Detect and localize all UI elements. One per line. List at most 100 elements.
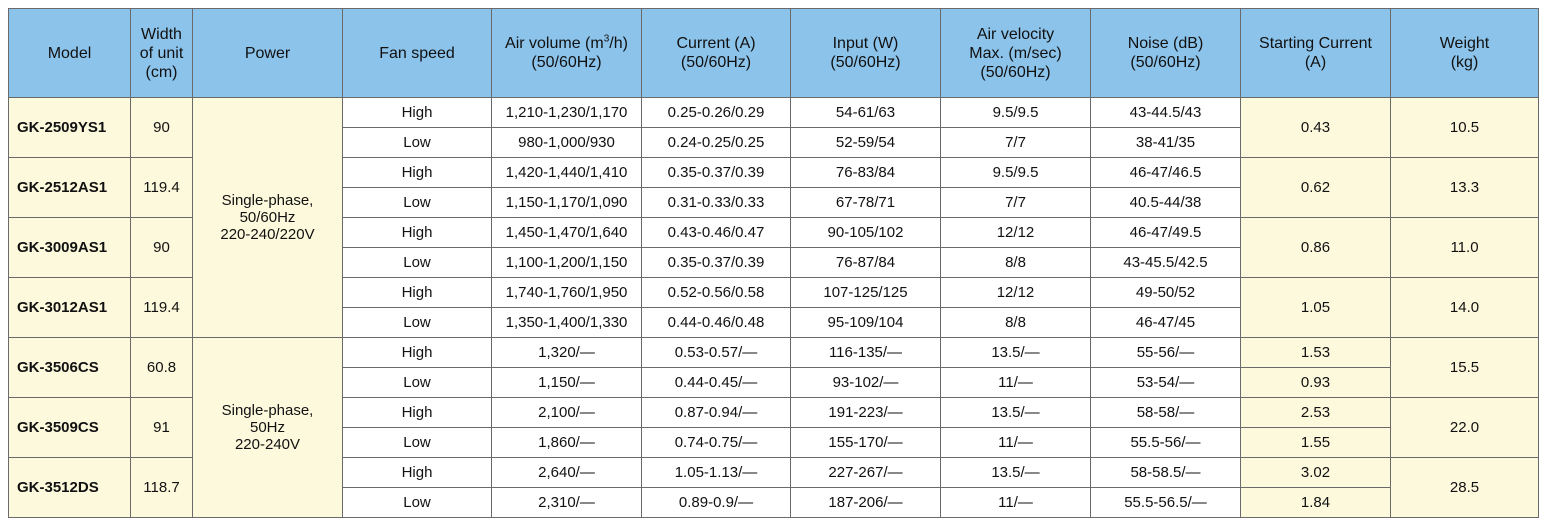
value-cell: 95-109/104	[790, 307, 941, 338]
value-cell: 7/7	[940, 187, 1091, 218]
power-text: 220-240V	[234, 436, 301, 453]
model-cell: GK-3012AS1	[8, 277, 131, 338]
header-cell: Power	[192, 8, 343, 98]
fan-speed-cell: Low	[342, 427, 492, 458]
model-cell: GK-3506CS	[8, 337, 131, 398]
fan-speed-cell: Low	[342, 247, 492, 278]
header-text: (cm)	[145, 63, 178, 81]
value-cell: 8/8	[940, 307, 1091, 338]
value-cell: 43-44.5/43	[1090, 97, 1241, 128]
value-cell: 11/—	[940, 427, 1091, 458]
value-cell: 38-41/35	[1090, 127, 1241, 158]
value-cell: 90-105/102	[790, 217, 941, 248]
value-cell: 0.44-0.45/—	[641, 367, 791, 398]
value-cell: 13.5/—	[940, 337, 1091, 368]
fan-speed-cell: High	[342, 337, 492, 368]
value-cell: 7/7	[940, 127, 1091, 158]
header-cell: Starting Current (A)	[1240, 8, 1391, 98]
value-cell: 0.24-0.25/0.25	[641, 127, 791, 158]
header-cell: Model	[8, 8, 131, 98]
header-text: Fan speed	[379, 44, 455, 62]
table-row: Low 1,350-1,400/1,330 0.44-0.46/0.48 95-109…	[9, 307, 1539, 338]
value-cell: 76-87/84	[790, 247, 941, 278]
table-row: Low 1,100-1,200/1,150 0.35-0.37/0.39 76-87/…	[9, 247, 1539, 278]
starting-current-cell: 2.53	[1240, 397, 1391, 428]
value-cell: 187-206/—	[790, 487, 941, 518]
table-row: GK-3012AS1 119.4 High 1,740-1,760/1,950 0.52…	[8, 277, 1539, 338]
starting-current-cell: 0.86	[1240, 217, 1391, 278]
table-row: GK-2509YS1 90 Single-phase, 50/60Hz 220-240/…	[8, 97, 1539, 338]
header-text: (50/60Hz)	[980, 63, 1051, 81]
value-cell: 2,100/—	[491, 397, 642, 428]
width-cell: 118.7	[130, 457, 193, 518]
value-cell: 0.74-0.75/—	[641, 427, 791, 458]
value-cell: 49-50/52	[1090, 277, 1241, 308]
value-cell: 155-170/—	[790, 427, 941, 458]
value-cell: 0.35-0.37/0.39	[641, 247, 791, 278]
header-text: (50/60Hz)	[830, 54, 901, 71]
value-cell: 54-61/63	[790, 97, 941, 128]
fan-speed-cell: High	[342, 457, 492, 488]
table-row: GK-3009AS1 90 High 1,450-1,470/1,640 0.43-0.…	[8, 217, 1539, 278]
header-text: /h)	[609, 35, 628, 52]
starting-current-cell: 0.93	[1240, 367, 1391, 398]
value-cell: 46-47/45	[1090, 307, 1241, 338]
header-text: Current (A)	[676, 35, 756, 52]
value-cell: 9.5/9.5	[940, 157, 1091, 188]
header-text: of unit	[139, 44, 184, 62]
value-cell: 46-47/49.5	[1090, 217, 1241, 248]
starting-current-cell: 1.53	[1240, 337, 1391, 368]
value-cell: 1,450-1,470/1,640	[491, 217, 642, 248]
power-text: 50/60Hz	[239, 209, 296, 226]
spec-table: Model Width of unit (cm) Power Fan speed Air v…	[8, 8, 1539, 518]
model-cell: GK-2512AS1	[8, 157, 131, 218]
value-cell: 11/—	[940, 487, 1091, 518]
value-cell: 52-59/54	[790, 127, 941, 158]
width-cell: 91	[130, 397, 193, 458]
value-cell: 55-56/—	[1090, 337, 1241, 368]
starting-current-cell: 1.55	[1240, 427, 1391, 458]
header-text: (50/60Hz)	[531, 54, 602, 71]
value-cell: 116-135/—	[790, 337, 941, 368]
value-cell: 980-1,000/930	[491, 127, 642, 158]
starting-current-cell: 1.84	[1240, 487, 1391, 518]
value-cell: 1,860/—	[491, 427, 642, 458]
fan-speed-cell: Low	[342, 307, 492, 338]
table-row: GK-3512DS 118.7 High 2,640/— 1.05-1.13/— 227-…	[8, 457, 1539, 518]
header-text: (50/60Hz)	[680, 54, 752, 71]
width-cell: 119.4	[130, 277, 193, 338]
table-row: Low 2,310/— 0.89-0.9/— 187-206/— 11/— 55.5-56…	[9, 487, 1539, 518]
value-cell: 46-47/46.5	[1090, 157, 1241, 188]
header-cell: Air velocity Max. (m/sec) (50/60Hz)	[940, 8, 1091, 98]
value-cell: 93-102/—	[790, 367, 941, 398]
model-cell: GK-3509CS	[8, 397, 131, 458]
header-cell: Weight (kg)	[1390, 8, 1539, 98]
header-text: Air velocity	[976, 25, 1055, 43]
value-cell: 12/12	[940, 217, 1091, 248]
value-cell: 76-83/84	[790, 157, 941, 188]
header-text: Noise (dB)	[1127, 35, 1204, 52]
table-row: GK-2512AS1 119.4 High 1,420-1,440/1,410 0.35…	[8, 157, 1539, 218]
table-row: Low 980-1,000/930 0.24-0.25/0.25 52-59/54 7/…	[9, 127, 1539, 158]
value-cell: 13.5/—	[940, 457, 1091, 488]
value-cell: 0.25-0.26/0.29	[641, 97, 791, 128]
value-cell: 0.31-0.33/0.33	[641, 187, 791, 218]
value-cell: 1,150/—	[491, 367, 642, 398]
value-cell: 2,640/—	[491, 457, 642, 488]
value-cell: 0.35-0.37/0.39	[641, 157, 791, 188]
power-text: 220-240/220V	[220, 226, 315, 243]
header-text: Width	[141, 25, 182, 43]
weight-cell: 22.0	[1390, 397, 1539, 458]
starting-current-cell: 3.02	[1240, 457, 1391, 488]
value-cell: 1,320/—	[491, 337, 642, 368]
value-cell: 2,310/—	[491, 487, 642, 518]
fan-speed-cell: Low	[342, 127, 492, 158]
header-cell: Fan speed	[342, 8, 492, 98]
power-text: 50Hz	[249, 419, 286, 436]
width-cell: 90	[130, 217, 193, 278]
table-body: GK-2509YS1 90 Single-phase, 50/60Hz 220-240/…	[8, 97, 1539, 518]
header-text: Max. (m/sec)	[969, 44, 1062, 62]
weight-cell: 10.5	[1390, 97, 1539, 158]
value-cell: 1,210-1,230/1,170	[491, 97, 642, 128]
